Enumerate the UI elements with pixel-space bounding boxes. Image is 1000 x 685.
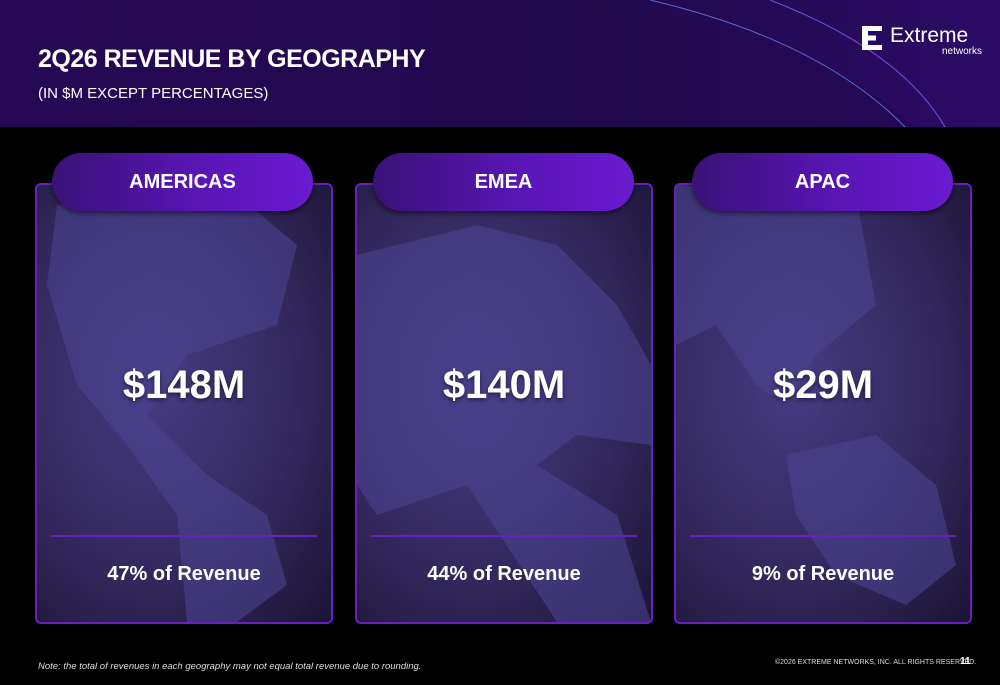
region-share: 9% of Revenue [751,563,895,585]
decor-lines [0,0,946,127]
region-name: EMEA [373,153,634,211]
region-revenue: $148M [122,363,246,407]
map [676,185,956,605]
region-revenue: $140M [442,363,566,407]
logo-tagline: networks [942,46,983,57]
region-revenue: $29M [772,363,874,407]
region-card: $140M 44% of Revenue [355,183,653,624]
divider [690,535,956,537]
footnote: Note: the total of revenues in each geog… [38,661,422,672]
page-number: 11 [960,656,971,667]
logo-mark [862,26,882,50]
divider [51,535,317,537]
region-share: 44% of Revenue [427,563,581,585]
region-name: AMERICAS [52,153,313,211]
region-share: 47% of Revenue [107,563,261,585]
slide-title: 2Q26 REVENUE BY GEOGRAPHY [38,45,426,73]
copyright: ©2026 EXTREME NETWORKS, INC. ALL RIGHTS … [775,659,977,666]
region-name: APAC [692,153,953,211]
logo-name: Extreme [890,24,969,47]
map [47,195,297,622]
slide-subtitle: (IN $M EXCEPT PERCENTAGES) [38,85,269,102]
region-card: $29M 9% of Revenue [674,183,972,624]
header-band [0,0,1000,127]
map [357,225,651,622]
region-card: $148M 47% of Revenue [35,183,333,624]
divider [371,535,637,537]
